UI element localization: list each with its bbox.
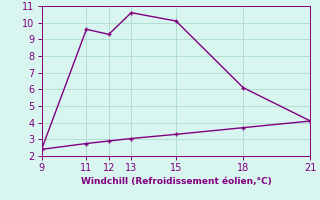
X-axis label: Windchill (Refroidissement éolien,°C): Windchill (Refroidissement éolien,°C) — [81, 177, 271, 186]
